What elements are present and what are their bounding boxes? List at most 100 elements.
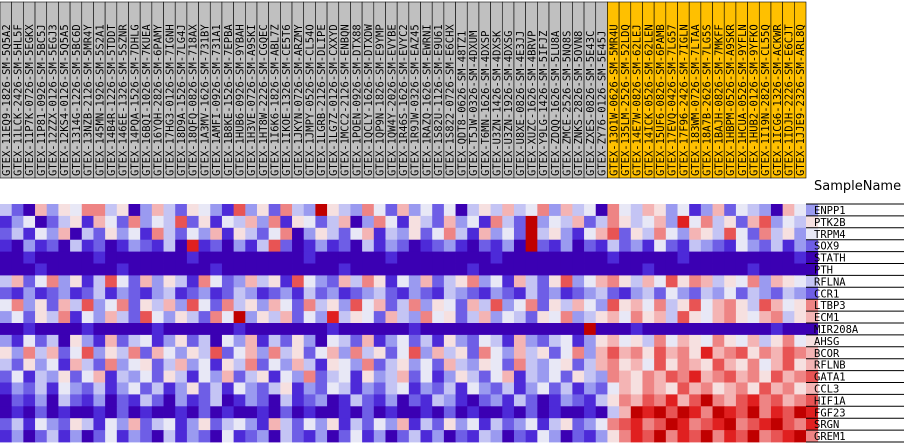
heatmap-cell [163, 323, 176, 336]
heatmap-cell [408, 323, 421, 336]
heatmap-cell [292, 418, 305, 431]
heatmap-cell [23, 227, 36, 241]
heatmap-cell [735, 418, 748, 431]
heatmap-cell [770, 334, 784, 348]
heatmap-cell [35, 358, 48, 371]
heatmap-cell [806, 299, 819, 312]
heatmap-cell [432, 334, 445, 348]
heatmap-cell [595, 382, 608, 395]
column-label: GTEX-18QFQ-0826-SM-718AX [188, 24, 200, 176]
heatmap-cell [420, 346, 433, 360]
heatmap-cell [256, 311, 270, 324]
heatmap-cell [537, 275, 550, 288]
heatmap-cell [46, 204, 59, 217]
heatmap-cell [46, 263, 59, 276]
heatmap-cell [315, 430, 328, 443]
heatmap-cell [292, 239, 305, 252]
heatmap-cell [724, 406, 737, 419]
heatmap-cell [654, 382, 667, 395]
heatmap-cell [525, 239, 538, 252]
heatmap-cell [11, 287, 24, 300]
heatmap-cell [420, 251, 433, 264]
heatmap-cell [502, 346, 515, 360]
heatmap-cell [198, 311, 211, 324]
heatmap-cells [0, 204, 819, 443]
heatmap-cell [186, 215, 199, 229]
heatmap-cell [770, 346, 784, 360]
heatmap-cell [513, 334, 527, 348]
heatmap-cell [712, 382, 725, 395]
heatmap-cell [233, 382, 246, 395]
heatmap-cell [665, 358, 678, 371]
heatmap-cell [782, 311, 795, 324]
heatmap-cell [350, 239, 363, 252]
heatmap-cell [619, 287, 632, 300]
heatmap-cell [128, 406, 141, 419]
heatmap-cell [630, 323, 643, 336]
heatmap-cell [747, 311, 760, 324]
heatmap-cell [619, 275, 632, 288]
heatmap-cell [116, 311, 129, 324]
heatmap-cell [140, 323, 153, 336]
column-label: GTEX-1AMFI-0926-SM-731A1 [211, 24, 223, 176]
heatmap-cell [584, 215, 597, 229]
heatmap-cell [233, 251, 246, 264]
heatmap-cell [432, 263, 445, 276]
heatmap-cell [327, 418, 340, 431]
heatmap-cell [11, 275, 24, 288]
heatmap-cell [93, 311, 106, 324]
heatmap-cell [140, 358, 153, 371]
heatmap-cell [420, 287, 433, 300]
heatmap-cell [712, 418, 725, 431]
heatmap-cell [397, 227, 410, 241]
heatmap-cell [280, 406, 293, 419]
heatmap-cell [607, 299, 620, 312]
heatmap-cell [595, 346, 608, 360]
heatmap-cell [467, 323, 480, 336]
heatmap-cell [735, 263, 748, 276]
heatmap-cell [210, 227, 223, 241]
heatmap-cell [292, 263, 305, 276]
heatmap-cell [397, 215, 410, 229]
column-label: GTEX-14PQA-1526-SM-7DHLG [129, 24, 141, 176]
heatmap-cell [105, 227, 118, 241]
heatmap-cell [467, 406, 480, 419]
heatmap-cell [584, 204, 597, 217]
heatmap-cell [81, 323, 94, 336]
heatmap-cell [93, 299, 106, 312]
heatmap-cell [724, 204, 737, 217]
heatmap-cell [362, 299, 375, 312]
heatmap-cell [116, 204, 129, 217]
heatmap-cell [560, 370, 573, 383]
heatmap-cell [362, 406, 375, 419]
heatmap-cell [292, 227, 305, 241]
heatmap-cell [549, 239, 562, 252]
heatmap-cell [373, 239, 386, 252]
heatmap-cell [175, 370, 188, 383]
heatmap-cell [221, 406, 235, 419]
heatmap-cell [595, 323, 608, 336]
heatmap-cell [432, 346, 445, 360]
heatmap-cell [689, 299, 702, 312]
heatmap-cell [23, 299, 36, 312]
heatmap-cell [560, 275, 573, 288]
heatmap-cell [759, 334, 772, 348]
heatmap-cell [549, 263, 562, 276]
heatmap-cell [794, 215, 807, 229]
column-label: GTEX-11P81-0926-SM-5BC5J [36, 24, 48, 176]
heatmap-cell [256, 263, 270, 276]
heatmap-cell [338, 239, 351, 252]
heatmap-cell [630, 204, 643, 217]
heatmap-cell [689, 251, 702, 264]
heatmap-cell [140, 370, 153, 383]
heatmap-cell [630, 370, 643, 383]
heatmap-cell [654, 358, 667, 371]
heatmap-cell [350, 311, 363, 324]
heatmap-cell [105, 346, 118, 360]
heatmap-cell [467, 382, 480, 395]
heatmap-cell [677, 299, 690, 312]
heatmap-cell [513, 287, 527, 300]
heatmap-cell [175, 334, 188, 348]
heatmap-cell [467, 346, 480, 360]
heatmap-cell [806, 382, 819, 395]
